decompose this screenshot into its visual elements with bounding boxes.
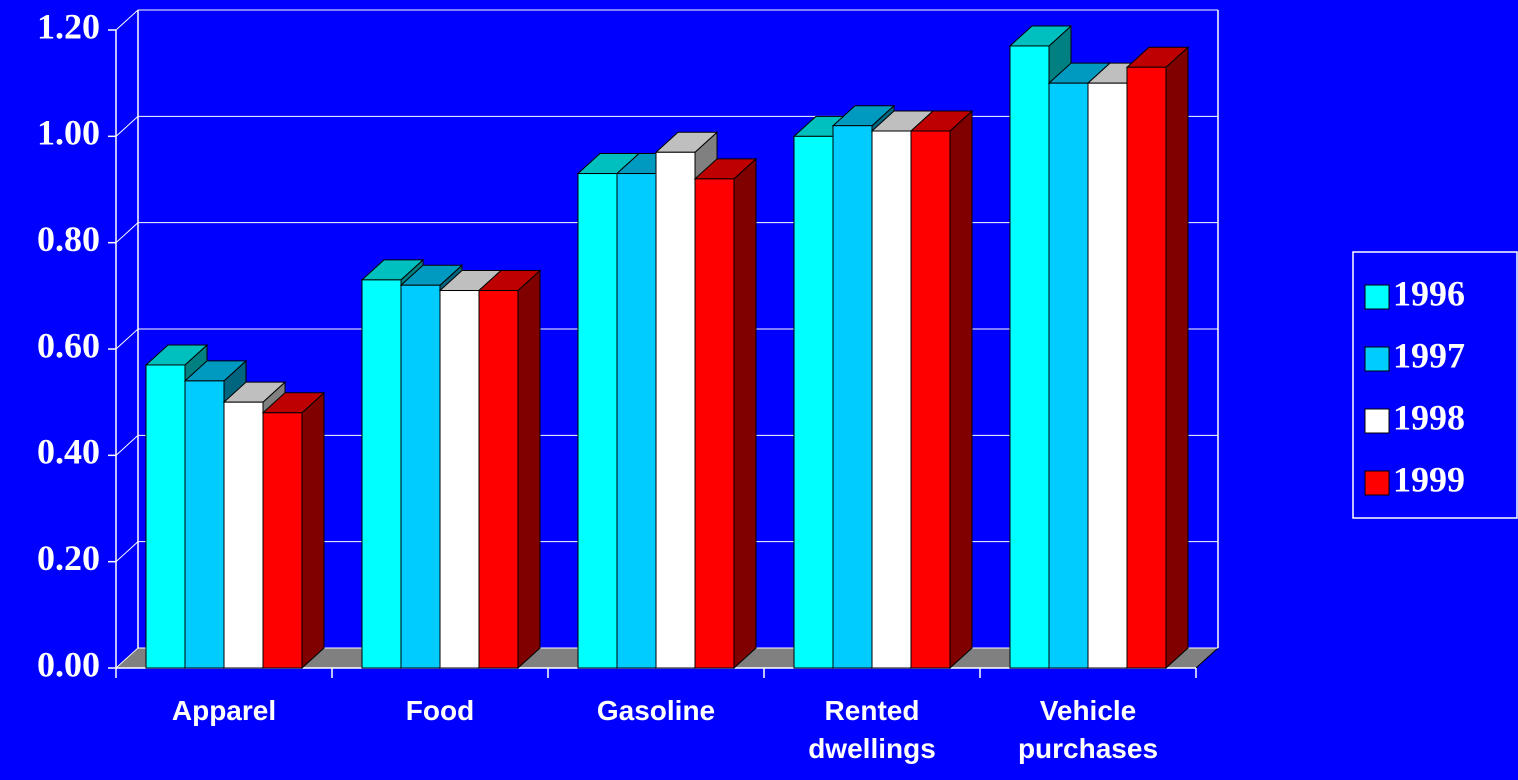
bar-side xyxy=(301,391,325,670)
bar-front xyxy=(871,130,912,669)
bar xyxy=(909,109,974,670)
bar-side xyxy=(1165,46,1189,670)
bar-front xyxy=(577,173,618,669)
grid-line xyxy=(115,541,139,563)
grid-line xyxy=(115,647,139,669)
bar-front xyxy=(223,401,264,669)
bar xyxy=(261,391,326,670)
bar-front xyxy=(361,279,402,669)
x-tick-label: Gasoline xyxy=(597,695,715,726)
y-tick-label: 0.20 xyxy=(37,538,100,578)
grid-line xyxy=(115,434,139,456)
bar-front xyxy=(1126,66,1167,669)
x-tick-label: Apparel xyxy=(172,695,276,726)
legend-label: 1998 xyxy=(1393,397,1465,437)
bar-front xyxy=(1009,45,1050,669)
legend-label: 1997 xyxy=(1393,335,1465,375)
y-tick-label: 1.00 xyxy=(37,113,100,153)
y-tick-label: 0.00 xyxy=(37,644,100,684)
bar-front xyxy=(145,364,186,669)
bar-front xyxy=(694,178,735,669)
grid-line xyxy=(115,328,139,350)
legend-swatch xyxy=(1364,284,1390,310)
y-tick-label: 1.20 xyxy=(37,6,100,46)
grid-line xyxy=(115,9,139,31)
x-tick-label: Vehicle purchases xyxy=(1018,695,1158,764)
legend-swatch xyxy=(1364,470,1390,496)
y-tick-label: 0.80 xyxy=(37,219,100,259)
bar xyxy=(693,157,758,670)
legend-label: 1996 xyxy=(1393,273,1465,313)
bar-side xyxy=(517,269,541,670)
legend-box xyxy=(1352,251,1518,519)
bar-front xyxy=(832,125,873,669)
bar-front xyxy=(616,173,657,669)
y-tick-label: 0.40 xyxy=(37,432,100,472)
legend: 1996 1997 1998 1999 xyxy=(1352,251,1518,519)
legend-swatch xyxy=(1364,346,1390,372)
bar-front xyxy=(1048,82,1089,669)
bar-front xyxy=(184,380,225,669)
legend-label: 1999 xyxy=(1393,459,1465,499)
grid-line xyxy=(115,222,139,244)
x-tick-label: Food xyxy=(406,695,474,726)
bar-front xyxy=(793,135,834,669)
legend-swatch xyxy=(1364,408,1390,434)
bar-front xyxy=(439,290,480,669)
bar-side xyxy=(949,109,973,670)
bar-front xyxy=(910,130,951,669)
x-tick-label: Rented dwellings xyxy=(808,695,936,764)
bar-front xyxy=(478,290,519,669)
bar-front xyxy=(400,284,441,669)
bar xyxy=(477,269,542,670)
y-tick-label: 0.60 xyxy=(37,325,100,365)
bar-front xyxy=(262,412,303,669)
bar xyxy=(1125,46,1190,670)
bar-front xyxy=(1087,82,1128,669)
bar-side xyxy=(733,157,757,670)
bar-front xyxy=(655,151,696,669)
grid-line xyxy=(115,115,139,137)
